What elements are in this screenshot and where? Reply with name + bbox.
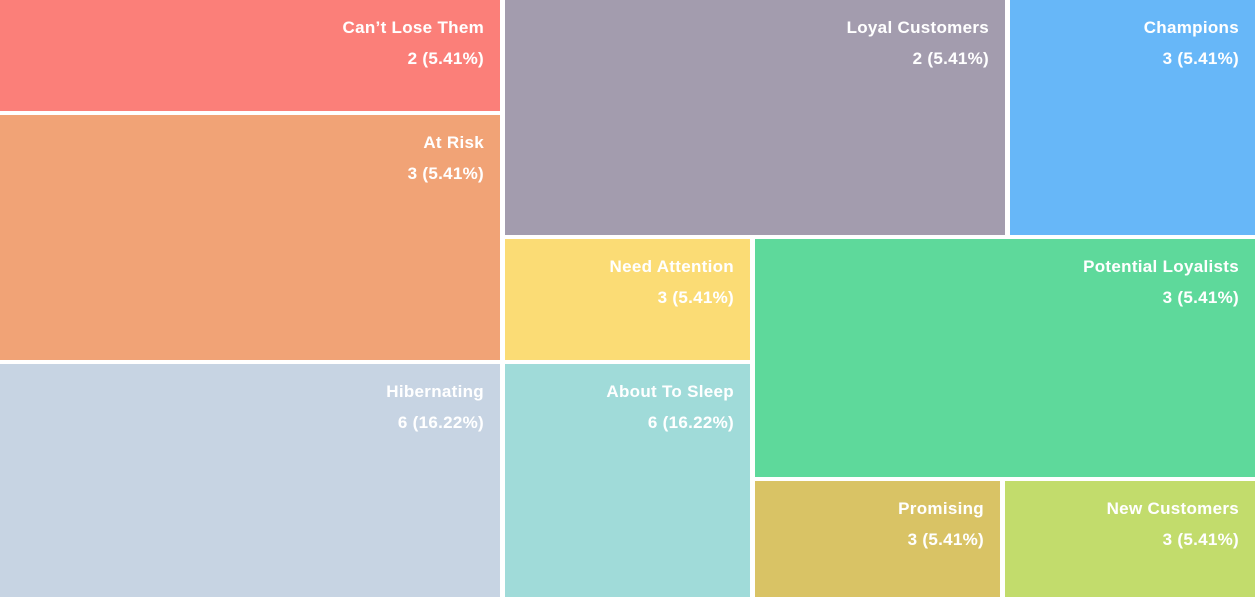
- treemap-tile-can-t-lose-them[interactable]: Can’t Lose Them 2 (5.41%): [0, 0, 500, 111]
- treemap-tile-promising[interactable]: Promising 3 (5.41%): [755, 481, 1000, 597]
- tile-segment-label: Need Attention: [609, 257, 734, 276]
- tile-segment-label: Hibernating: [386, 382, 484, 401]
- tile-segment-value: 3 (5.41%): [1162, 49, 1239, 68]
- tile-segment-label: Promising: [898, 499, 984, 518]
- tile-segment-value: 3 (5.41%): [657, 288, 734, 307]
- tile-segment-value: 3 (5.41%): [407, 164, 484, 183]
- tile-segment-label: About To Sleep: [606, 382, 734, 401]
- tile-segment-label: At Risk: [423, 133, 484, 152]
- treemap-tile-potential-loyalists[interactable]: Potential Loyalists 3 (5.41%): [755, 239, 1255, 477]
- tile-segment-value: 3 (5.41%): [907, 530, 984, 549]
- tile-segment-value: 6 (16.22%): [397, 413, 484, 432]
- tile-segment-value: 3 (5.41%): [1162, 530, 1239, 549]
- tile-segment-label: Can’t Lose Them: [342, 18, 484, 37]
- tile-segment-label: Champions: [1143, 18, 1239, 37]
- tile-segment-label: New Customers: [1106, 499, 1239, 518]
- tile-segment-label: Loyal Customers: [846, 18, 989, 37]
- tile-segment-value: 6 (16.22%): [647, 413, 734, 432]
- treemap-tile-champions[interactable]: Champions 3 (5.41%): [1010, 0, 1255, 235]
- tile-segment-label: Potential Loyalists: [1083, 257, 1239, 276]
- treemap-tile-new-customers[interactable]: New Customers 3 (5.41%): [1005, 481, 1255, 597]
- treemap-tile-hibernating[interactable]: Hibernating 6 (16.22%): [0, 364, 500, 597]
- treemap-tile-loyal-customers[interactable]: Loyal Customers 2 (5.41%): [505, 0, 1005, 235]
- treemap-tile-need-attention[interactable]: Need Attention 3 (5.41%): [505, 239, 750, 360]
- tile-segment-value: 2 (5.41%): [912, 49, 989, 68]
- tile-segment-value: 3 (5.41%): [1162, 288, 1239, 307]
- tile-segment-value: 2 (5.41%): [407, 49, 484, 68]
- treemap-tile-about-to-sleep[interactable]: About To Sleep 6 (16.22%): [505, 364, 750, 597]
- treemap-tile-at-risk[interactable]: At Risk 3 (5.41%): [0, 115, 500, 360]
